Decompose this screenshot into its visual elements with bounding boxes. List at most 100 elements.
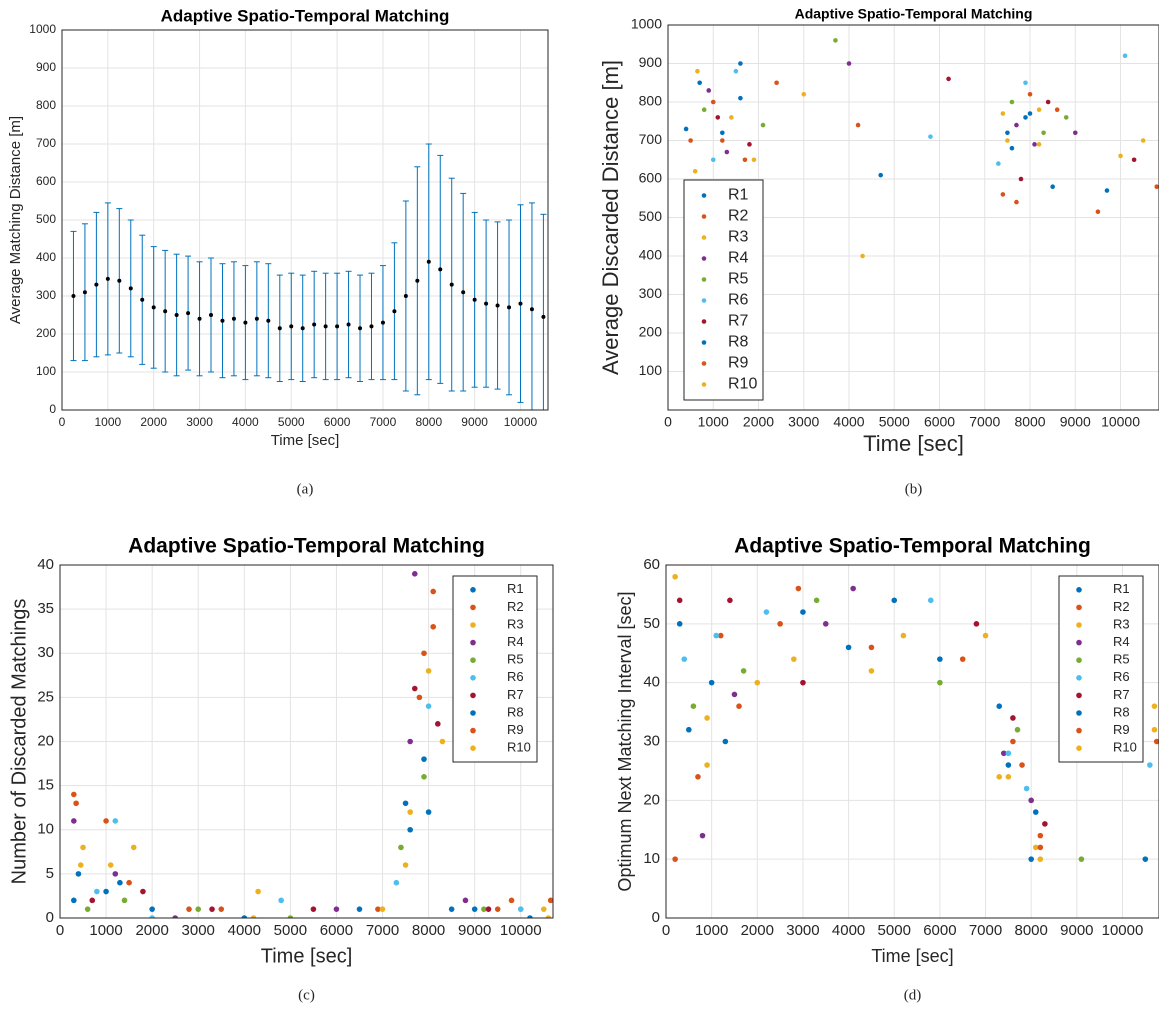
legend-marker (1076, 675, 1082, 681)
mean-point (346, 322, 351, 327)
point (218, 906, 225, 912)
mean-point (231, 316, 236, 321)
legend-label: R2 (507, 599, 524, 614)
y-tick-label: 700 (36, 136, 56, 150)
legend-label: R10 (507, 740, 531, 755)
point (688, 138, 693, 143)
mean-point (94, 282, 99, 287)
point (103, 888, 109, 895)
point (107, 862, 114, 868)
point (777, 621, 783, 627)
point (1028, 797, 1034, 804)
legend-label: R7 (728, 313, 749, 330)
point (800, 609, 806, 615)
x-tick-label: 10000 (504, 415, 538, 429)
point (747, 142, 752, 147)
point (416, 694, 423, 701)
point (540, 906, 547, 912)
x-tick-label: 3000 (186, 415, 213, 429)
point (720, 130, 725, 136)
point (704, 762, 710, 768)
point (1014, 726, 1021, 733)
axes-frame (59, 564, 554, 919)
point (822, 621, 829, 627)
y-tick-label: 60 (643, 556, 660, 573)
point (846, 61, 852, 66)
point (1032, 809, 1039, 815)
point (927, 597, 934, 604)
mean-point (300, 326, 305, 331)
point (1153, 738, 1159, 745)
point (411, 685, 418, 692)
y-tick-label: 30 (643, 732, 660, 749)
legend-label: R2 (1113, 599, 1130, 614)
y-tick-label: 400 (639, 247, 663, 263)
point (763, 609, 770, 615)
axes-frame (665, 564, 1159, 919)
point (310, 906, 317, 912)
point (795, 585, 802, 592)
x-tick-label: 3000 (788, 414, 819, 430)
point (1154, 184, 1159, 189)
point (1028, 856, 1034, 862)
y-tick-label: 700 (639, 131, 663, 147)
x-tick-label: 3000 (786, 922, 819, 939)
x-tick-label: 7000 (969, 922, 1002, 939)
point (704, 715, 710, 721)
point (760, 122, 766, 128)
chart-title: Adaptive Spatio-Temporal Matching (734, 535, 1091, 558)
legend-label: R1 (507, 581, 524, 596)
point (695, 68, 700, 74)
y-tick-label: 1000 (631, 16, 662, 32)
point (868, 644, 875, 651)
legend-label: R3 (507, 616, 524, 631)
legend-label: R7 (507, 687, 524, 702)
point (80, 844, 86, 851)
point (1023, 785, 1030, 792)
x-tick-label: 2000 (140, 415, 167, 429)
y-tick-label: 300 (36, 288, 56, 302)
point (1078, 856, 1085, 862)
point (287, 915, 294, 918)
point (1014, 122, 1019, 128)
point (1023, 80, 1028, 86)
y-tick-label: 25 (37, 688, 54, 705)
legend-marker (1076, 622, 1082, 628)
legend-marker (470, 587, 476, 593)
point (471, 906, 478, 912)
point (430, 588, 437, 595)
y-tick-label: 20 (643, 791, 660, 808)
x-tick-label: 2000 (741, 922, 774, 939)
point (421, 774, 427, 780)
legend-label: R6 (728, 292, 749, 309)
point (708, 679, 715, 686)
legend-marker (470, 604, 476, 611)
point (1104, 188, 1110, 193)
point (1000, 750, 1007, 757)
point (754, 679, 761, 686)
mean-point (266, 318, 271, 323)
point (701, 107, 707, 112)
x-tick-label: 7000 (366, 922, 399, 939)
y-tick-label: 10 (37, 821, 54, 838)
legend-box (683, 179, 764, 401)
legend-marker (701, 277, 707, 282)
legend-marker (470, 622, 476, 628)
point (722, 738, 729, 745)
point (1032, 142, 1037, 147)
point (1027, 111, 1033, 116)
point (1131, 157, 1137, 163)
point (485, 906, 492, 912)
point (448, 906, 455, 912)
mean-point (163, 309, 168, 314)
panel: 0 1000 2000 3000 4000 5000 6000 7000 8000 9000 100… (615, 535, 1159, 1003)
point (1118, 153, 1123, 159)
x-tick-label: 9000 (1060, 414, 1091, 430)
point (508, 897, 515, 904)
point (430, 623, 437, 630)
mean-point (209, 313, 214, 317)
legend-marker (1076, 710, 1082, 716)
caption: (c) (298, 987, 315, 1003)
legend-marker (470, 657, 476, 663)
y-tick-label: 0 (652, 909, 660, 926)
